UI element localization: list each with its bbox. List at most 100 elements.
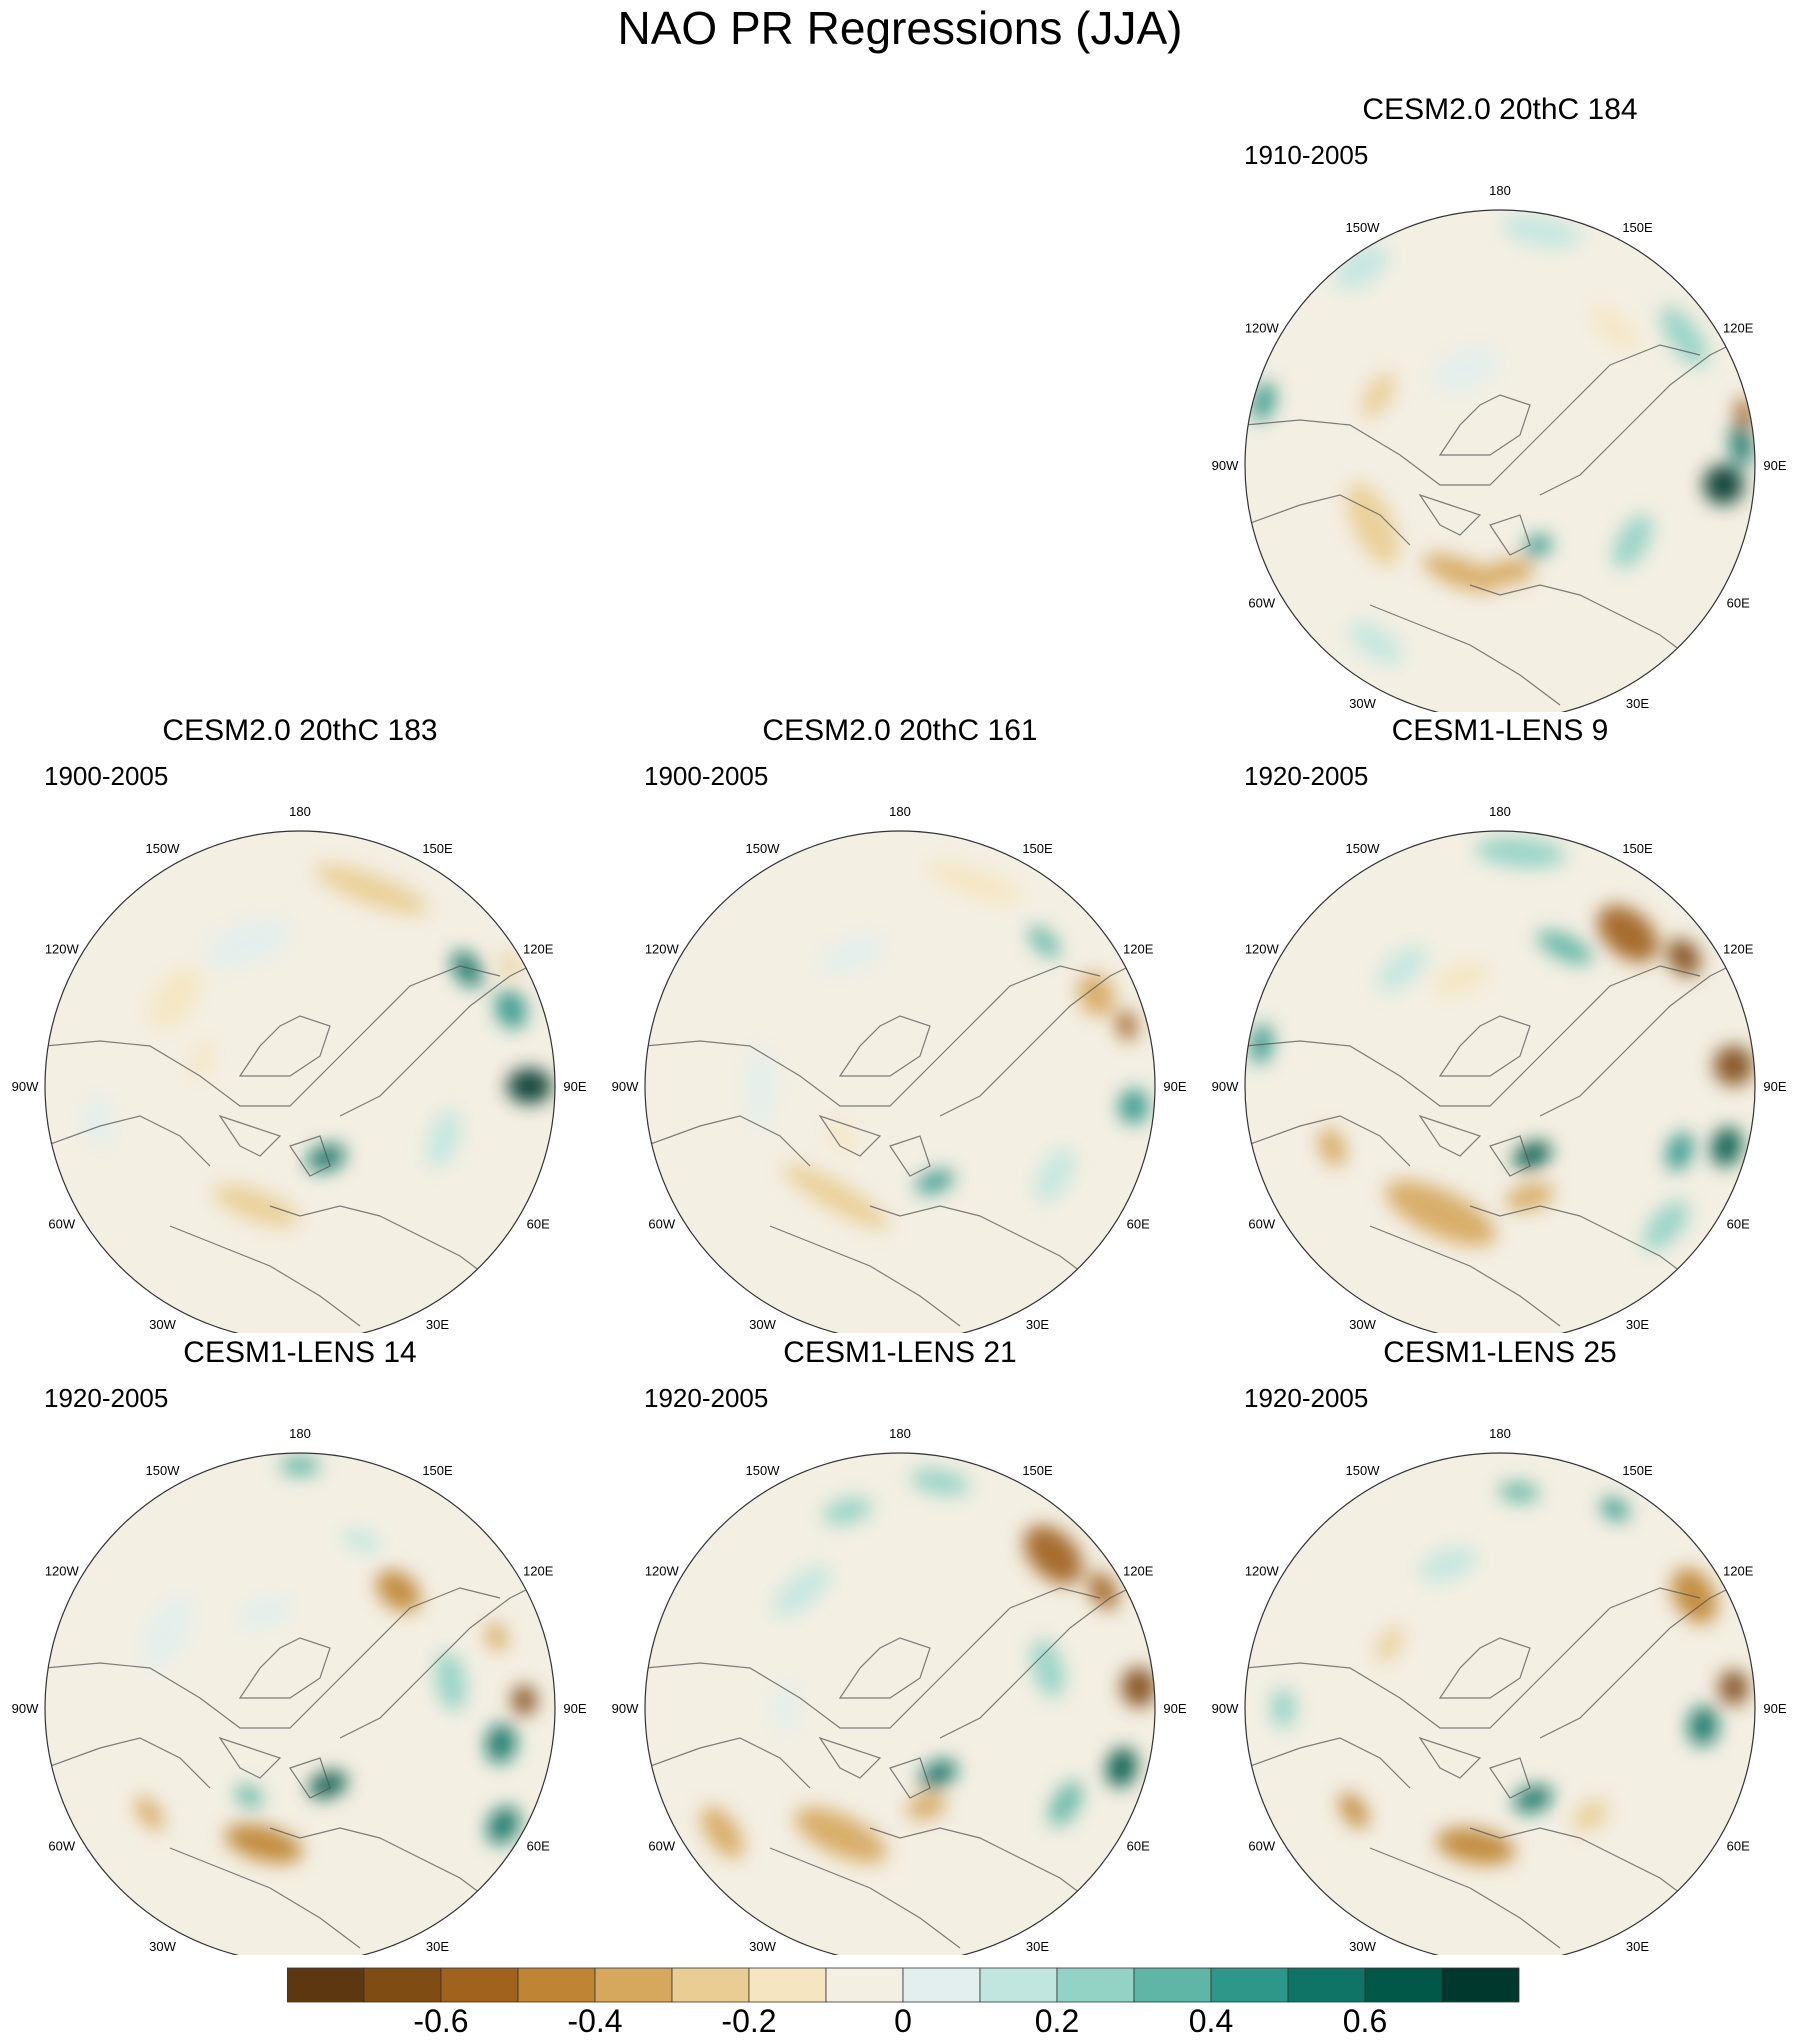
map-panel-lens-14: 180150E120E90E60E30E030W60W90W120W150W C…	[0, 1335, 600, 1955]
polar-map: 180150E120E90E60E30E030W60W90W120W150W	[12, 804, 587, 1333]
coastline	[289, 1757, 331, 1799]
coastlines	[45, 955, 551, 1327]
positive-anomaly	[341, 1528, 381, 1552]
coastline	[1245, 1115, 1411, 1167]
longitude-label: 30E	[426, 1939, 449, 1954]
longitude-label: 30E	[1026, 1317, 1049, 1332]
positive-anomaly	[1612, 514, 1653, 569]
panel-period: 1920-2005	[1244, 761, 1369, 791]
panel-title: CESM1-LENS 14	[183, 1336, 417, 1369]
panel-period: 1910-2005	[1244, 140, 1369, 170]
positive-anomaly	[1498, 1481, 1539, 1503]
longitude-label: 90E	[1763, 458, 1786, 473]
coastline	[45, 1737, 211, 1789]
colorbar-bin	[1056, 1967, 1135, 2003]
map-background	[45, 831, 555, 1333]
coastline	[289, 1135, 331, 1177]
panel-title: CESM1-LENS 9	[1391, 714, 1609, 747]
coastline	[339, 955, 551, 1117]
longitude-label: 150W	[1346, 220, 1381, 235]
longitude-label: 30W	[149, 1939, 176, 1954]
colorbar-bin	[979, 1967, 1058, 2003]
coastline	[645, 1587, 1101, 1729]
coastline	[645, 1115, 811, 1167]
coastline	[238, 1637, 331, 1699]
positive-anomaly	[1349, 621, 1402, 664]
coastline	[1539, 955, 1751, 1117]
longitude-label: 150W	[746, 1463, 781, 1478]
map-panel-lens-9: 180150E120E90E60E30E030W60W90W120W150W C…	[1200, 713, 1800, 1333]
positive-anomaly	[818, 935, 886, 973]
positive-anomaly	[308, 1771, 348, 1799]
coastline	[1489, 1135, 1531, 1177]
longitude-label: 60W	[48, 1839, 75, 1854]
positive-anomaly	[1049, 1781, 1083, 1827]
longitude-label: 90E	[563, 1079, 586, 1094]
longitude-label: 120E	[523, 1564, 554, 1579]
longitude-label: 120E	[1723, 942, 1754, 957]
longitude-label: 90E	[1163, 1079, 1186, 1094]
positive-anomaly	[919, 1759, 957, 1790]
colorbar-bin	[440, 1967, 519, 2003]
negative-anomaly	[1339, 1792, 1369, 1828]
negative-anomaly	[499, 953, 520, 977]
negative-anomaly	[485, 1621, 508, 1652]
longitude-label: 120W	[45, 942, 80, 957]
polar-map: 180150E120E90E60E30E030W60W90W120W150W	[1212, 804, 1787, 1333]
negative-anomaly	[1484, 559, 1535, 585]
map-panel-lens-21: 180150E120E90E60E30E030W60W90W120W150W C…	[600, 1335, 1200, 1955]
longitude-label: 60W	[1248, 1217, 1275, 1232]
negative-anomaly	[1671, 1567, 1718, 1624]
colorbar-bin	[363, 1967, 442, 2003]
positive-anomaly	[915, 1170, 955, 1194]
longitude-label: 120E	[523, 942, 554, 957]
longitude-label: 60E	[1727, 596, 1750, 611]
longitude-label: 60E	[527, 1217, 550, 1232]
positive-anomaly	[1513, 1785, 1553, 1813]
negative-anomaly	[783, 1164, 889, 1229]
colorbar-tick-label: 0	[894, 2003, 912, 2039]
map-boundary	[44, 1452, 556, 1955]
map-boundary	[644, 830, 1156, 1333]
coastline	[869, 1205, 1101, 1287]
coastline	[1489, 514, 1531, 556]
longitude-label: 120E	[1723, 1564, 1754, 1579]
longitude-label: 30E	[426, 1317, 449, 1332]
map-boundary	[644, 1452, 1156, 1955]
longitude-label: 120W	[1245, 942, 1280, 957]
positive-anomaly	[486, 1806, 520, 1845]
coastline	[269, 1827, 501, 1909]
longitude-label: 60W	[648, 1839, 675, 1854]
longitude-label: 90W	[1212, 458, 1239, 473]
negative-anomaly	[926, 860, 1022, 904]
coastline	[939, 1577, 1151, 1739]
coastline	[1438, 394, 1531, 456]
coastline	[1245, 1587, 1701, 1729]
negative-anomaly	[826, 1118, 857, 1152]
longitude-label: 120W	[645, 942, 680, 957]
longitude-label: 60W	[1248, 596, 1275, 611]
longitude-label: 150E	[422, 1463, 453, 1478]
positive-anomaly	[1376, 946, 1427, 992]
coastline	[645, 1737, 811, 1789]
positive-anomaly	[1028, 925, 1061, 958]
longitude-label: 120W	[1245, 321, 1280, 336]
longitude-label: 90W	[612, 1079, 639, 1094]
negative-anomaly	[1077, 972, 1115, 1017]
longitude-label: 60E	[527, 1839, 550, 1854]
longitude-label: 30W	[1349, 1939, 1376, 1954]
longitude-label: 120E	[1723, 321, 1754, 336]
coastline	[1539, 334, 1751, 496]
coastline	[939, 955, 1151, 1117]
negative-anomaly	[794, 1807, 887, 1863]
polar-map: 180150E120E90E60E30E030W60W90W120W150W	[1212, 183, 1787, 712]
longitude-label: 180	[889, 1426, 911, 1441]
positive-anomaly	[1523, 534, 1552, 557]
coastline	[1245, 1737, 1411, 1789]
colorbar-tick-label: -0.2	[721, 2003, 776, 2039]
colorbar-bin	[1364, 1967, 1443, 2003]
coastline	[1438, 1637, 1531, 1699]
negative-anomaly	[148, 967, 201, 1030]
negative-anomaly	[1376, 1626, 1403, 1663]
positive-anomaly	[280, 1455, 320, 1476]
